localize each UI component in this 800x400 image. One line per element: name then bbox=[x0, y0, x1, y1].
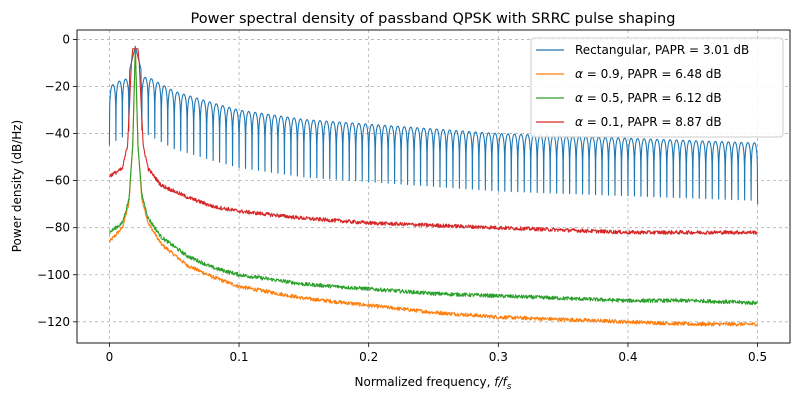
y-tick-label: 0 bbox=[62, 32, 70, 46]
y-axis-ticks: 0 −20 −40 −60 −80 −100 −120 bbox=[37, 32, 77, 329]
legend-alpha-symbol: α bbox=[575, 67, 583, 81]
legend-label-alpha-0-1: α = 0.1, PAPR = 8.87 dB bbox=[575, 115, 722, 129]
series-line-alpha-0-9 bbox=[108, 45, 759, 327]
x-tick-label: 0.2 bbox=[359, 350, 378, 364]
x-axis-label-text: Normalized frequency, bbox=[355, 375, 495, 389]
y-axis-label: Power density (dB/Hz) bbox=[10, 120, 24, 253]
legend-label-rectangular-papr: , PAPR = 3.01 dB bbox=[647, 43, 749, 57]
y-tick-label: −80 bbox=[45, 221, 70, 235]
y-tick-label: −20 bbox=[45, 79, 70, 93]
chart-title: Power spectral density of passband QPSK … bbox=[191, 11, 676, 27]
legend-label-alpha-0-9: α = 0.9, PAPR = 6.48 dB bbox=[575, 67, 722, 81]
legend-label-alpha-0-9-papr: , PAPR = 6.48 dB bbox=[620, 67, 722, 81]
legend-box bbox=[530, 37, 784, 138]
x-tick-label: 0.5 bbox=[748, 350, 767, 364]
legend-alpha-symbol: α bbox=[575, 91, 583, 105]
y-tick-label: −100 bbox=[37, 268, 70, 282]
legend-label-rectangular-prefix: Rectangular bbox=[575, 43, 647, 57]
legend-label-rectangular: Rectangular, PAPR = 3.01 dB bbox=[575, 43, 749, 57]
legend-label-alpha-0-9-value: = 0.9 bbox=[583, 67, 620, 81]
x-tick-label: 0 bbox=[106, 350, 114, 364]
legend-label-alpha-0-5-papr: , PAPR = 6.12 dB bbox=[620, 91, 722, 105]
x-tick-label: 0.4 bbox=[618, 350, 637, 364]
x-tick-label: 0.1 bbox=[229, 350, 248, 364]
series-line-alpha-0-5 bbox=[109, 45, 758, 306]
y-tick-label: −120 bbox=[37, 315, 70, 329]
legend-label-alpha-0-1-papr: , PAPR = 8.87 dB bbox=[620, 115, 722, 129]
x-tick-label: 0.3 bbox=[489, 350, 508, 364]
series-lines bbox=[108, 45, 759, 327]
legend-alpha-symbol: α bbox=[575, 115, 583, 129]
x-axis-label-subscript: s bbox=[507, 382, 512, 392]
x-axis-label-math: f/f bbox=[494, 375, 508, 389]
x-axis-ticks: 0 0.1 0.2 0.3 0.4 0.5 bbox=[106, 343, 767, 364]
y-tick-label: −60 bbox=[45, 174, 70, 188]
y-tick-label: −40 bbox=[45, 127, 70, 141]
series-line-alpha-0-1 bbox=[109, 48, 758, 235]
legend-label-alpha-0-5: α = 0.5, PAPR = 6.12 dB bbox=[575, 91, 722, 105]
series-line-rectangular bbox=[108, 45, 759, 205]
legend-label-alpha-0-5-value: = 0.5 bbox=[583, 91, 620, 105]
legend-label-alpha-0-1-value: = 0.1 bbox=[583, 115, 620, 129]
legend: Rectangular, PAPR = 3.01 dB α = 0.9, PAP… bbox=[530, 37, 784, 138]
plot-frame bbox=[76, 29, 791, 344]
x-axis-label: Normalized frequency, f/fs bbox=[355, 375, 512, 392]
